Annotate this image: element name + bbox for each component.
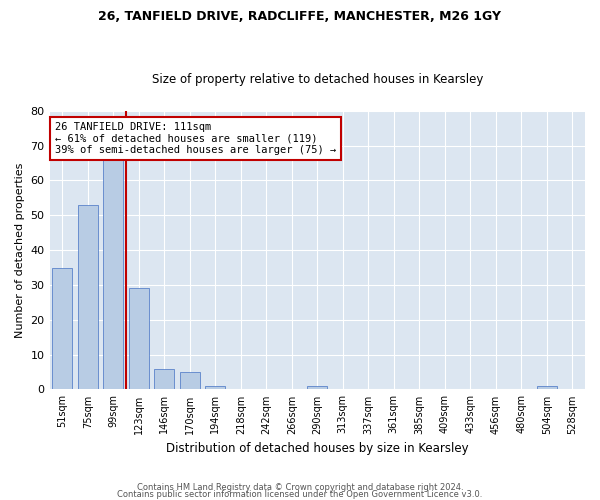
Bar [205, 386, 226, 390]
Title: Size of property relative to detached houses in Kearsley: Size of property relative to detached ho… [152, 73, 483, 86]
X-axis label: Distribution of detached houses by size in Kearsley: Distribution of detached houses by size … [166, 442, 469, 455]
Text: 26 TANFIELD DRIVE: 111sqm
← 61% of detached houses are smaller (119)
39% of semi: 26 TANFIELD DRIVE: 111sqm ← 61% of detac… [55, 122, 336, 155]
Text: Contains public sector information licensed under the Open Government Licence v3: Contains public sector information licen… [118, 490, 482, 499]
Bar [77, 205, 98, 390]
Bar [154, 368, 175, 390]
Bar [179, 372, 200, 390]
Bar [307, 386, 328, 390]
Y-axis label: Number of detached properties: Number of detached properties [15, 162, 25, 338]
Text: 26, TANFIELD DRIVE, RADCLIFFE, MANCHESTER, M26 1GY: 26, TANFIELD DRIVE, RADCLIFFE, MANCHESTE… [98, 10, 502, 23]
Bar [52, 268, 73, 390]
Text: Contains HM Land Registry data © Crown copyright and database right 2024.: Contains HM Land Registry data © Crown c… [137, 484, 463, 492]
Bar [103, 156, 124, 390]
Bar [536, 386, 557, 390]
Bar [128, 288, 149, 390]
